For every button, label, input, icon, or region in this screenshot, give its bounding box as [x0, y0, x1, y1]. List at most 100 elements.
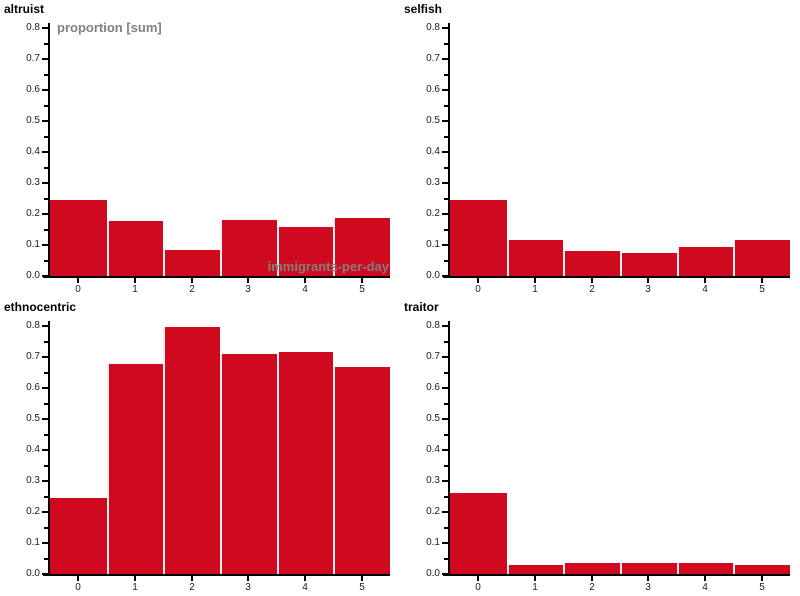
y-minor-tick	[444, 434, 448, 436]
y-tick	[442, 58, 448, 60]
y-minor-tick	[44, 260, 48, 262]
y-minor-tick	[44, 465, 48, 467]
y-tick	[442, 27, 448, 29]
x-tick-label: 4	[302, 284, 308, 295]
x-axis-title: immigrants-per-day	[267, 259, 389, 274]
y-tick-label: 0.4	[426, 444, 440, 455]
x-tick	[304, 576, 306, 581]
y-tick	[42, 182, 48, 184]
y-tick	[442, 120, 448, 122]
x-tick	[534, 576, 536, 581]
bar	[333, 367, 390, 574]
y-tick-label: 0.5	[26, 413, 40, 424]
chart-panel-altruist: altruist 0.0 0.1 0.2 0.3 0.4 0.5 0.6 0.7 0.8 0 1 2 3…	[0, 0, 400, 298]
y-minor-tick	[444, 229, 448, 231]
y-tick	[442, 244, 448, 246]
x-tick	[134, 278, 136, 283]
y-tick	[442, 356, 448, 358]
x-tick	[647, 278, 649, 283]
bar	[507, 565, 563, 574]
y-tick	[442, 511, 448, 513]
y-tick	[42, 27, 48, 29]
y-tick	[42, 387, 48, 389]
x-tick-label: 2	[189, 284, 195, 295]
y-tick	[442, 449, 448, 451]
plot-area-ethnocentric: 0.0 0.1 0.2 0.3 0.4 0.5 0.6 0.7 0.8 0 1 2 3 4 5	[0, 298, 400, 596]
y-tick	[42, 325, 48, 327]
y-axis-line	[448, 321, 450, 576]
y-minor-tick	[44, 341, 48, 343]
x-tick	[647, 576, 649, 581]
x-tick	[247, 278, 249, 283]
x-tick-label: 5	[359, 582, 365, 593]
x-tick	[591, 576, 593, 581]
y-tick-label: 0.6	[26, 84, 40, 95]
bar	[450, 200, 507, 276]
y-minor-tick	[44, 403, 48, 405]
y-tick	[42, 573, 48, 575]
y-minor-tick	[44, 434, 48, 436]
x-tick	[534, 278, 536, 283]
y-tick	[442, 325, 448, 327]
y-minor-tick	[44, 527, 48, 529]
y-minor-tick	[44, 43, 48, 45]
bar	[163, 327, 220, 574]
y-tick	[42, 511, 48, 513]
y-minor-tick	[444, 496, 448, 498]
y-tick-label: 0.3	[426, 177, 440, 188]
bar	[507, 240, 563, 276]
y-tick	[442, 275, 448, 277]
y-minor-tick	[44, 105, 48, 107]
y-tick	[42, 213, 48, 215]
y-tick-label: 0.5	[426, 115, 440, 126]
y-tick-label: 0.6	[26, 382, 40, 393]
y-minor-tick	[444, 105, 448, 107]
x-tick-label: 2	[189, 582, 195, 593]
x-tick	[704, 278, 706, 283]
chart-panel-traitor: traitor 0.0 0.1 0.2 0.3 0.4 0.5 0.6 0.7 0.8 0 1 2 3 4…	[400, 298, 800, 596]
y-tick	[42, 480, 48, 482]
y-minor-tick	[44, 496, 48, 498]
y-tick	[442, 89, 448, 91]
y-tick-label: 0.3	[26, 475, 40, 486]
x-tick	[761, 576, 763, 581]
x-tick-label: 5	[759, 582, 765, 593]
bar	[333, 218, 390, 276]
bar	[277, 227, 333, 276]
y-minor-tick	[44, 136, 48, 138]
y-minor-tick	[444, 372, 448, 374]
y-minor-tick	[444, 341, 448, 343]
y-tick-label: 0.1	[426, 239, 440, 250]
x-tick	[477, 576, 479, 581]
x-axis-line	[43, 574, 390, 576]
y-tick-label: 0.6	[426, 84, 440, 95]
y-tick-label: 0.7	[426, 351, 440, 362]
x-tick	[247, 576, 249, 581]
x-tick-label: 2	[589, 284, 595, 295]
x-tick	[134, 576, 136, 581]
bar	[563, 251, 620, 276]
y-minor-tick	[444, 74, 448, 76]
y-tick-label: 0.3	[26, 177, 40, 188]
x-tick-label: 3	[245, 582, 251, 593]
y-tick-label: 0.7	[426, 53, 440, 64]
y-minor-tick	[44, 74, 48, 76]
chart-panel-ethnocentric: ethnocentric 0.0 0.1 0.2 0.3 0.4 0.5 0.6 0.7 0.8…	[0, 298, 400, 596]
bar	[620, 253, 677, 276]
y-tick-label: 0.7	[26, 351, 40, 362]
x-tick-label: 3	[245, 284, 251, 295]
y-minor-tick	[44, 167, 48, 169]
x-tick	[477, 278, 479, 283]
x-axis-line	[443, 574, 790, 576]
bar	[733, 240, 790, 276]
y-tick-label: 0.6	[426, 382, 440, 393]
plot-area-traitor: 0.0 0.1 0.2 0.3 0.4 0.5 0.6 0.7 0.8 0 1 2 3 4 5	[400, 298, 800, 596]
x-tick-label: 1	[532, 582, 538, 593]
y-tick	[42, 58, 48, 60]
y-minor-tick	[44, 198, 48, 200]
y-tick-label: 0.4	[26, 146, 40, 157]
plot-area-altruist: 0.0 0.1 0.2 0.3 0.4 0.5 0.6 0.7 0.8 0 1 2 3 4 5 proport…	[0, 0, 400, 298]
y-tick	[442, 387, 448, 389]
x-tick-label: 1	[532, 284, 538, 295]
